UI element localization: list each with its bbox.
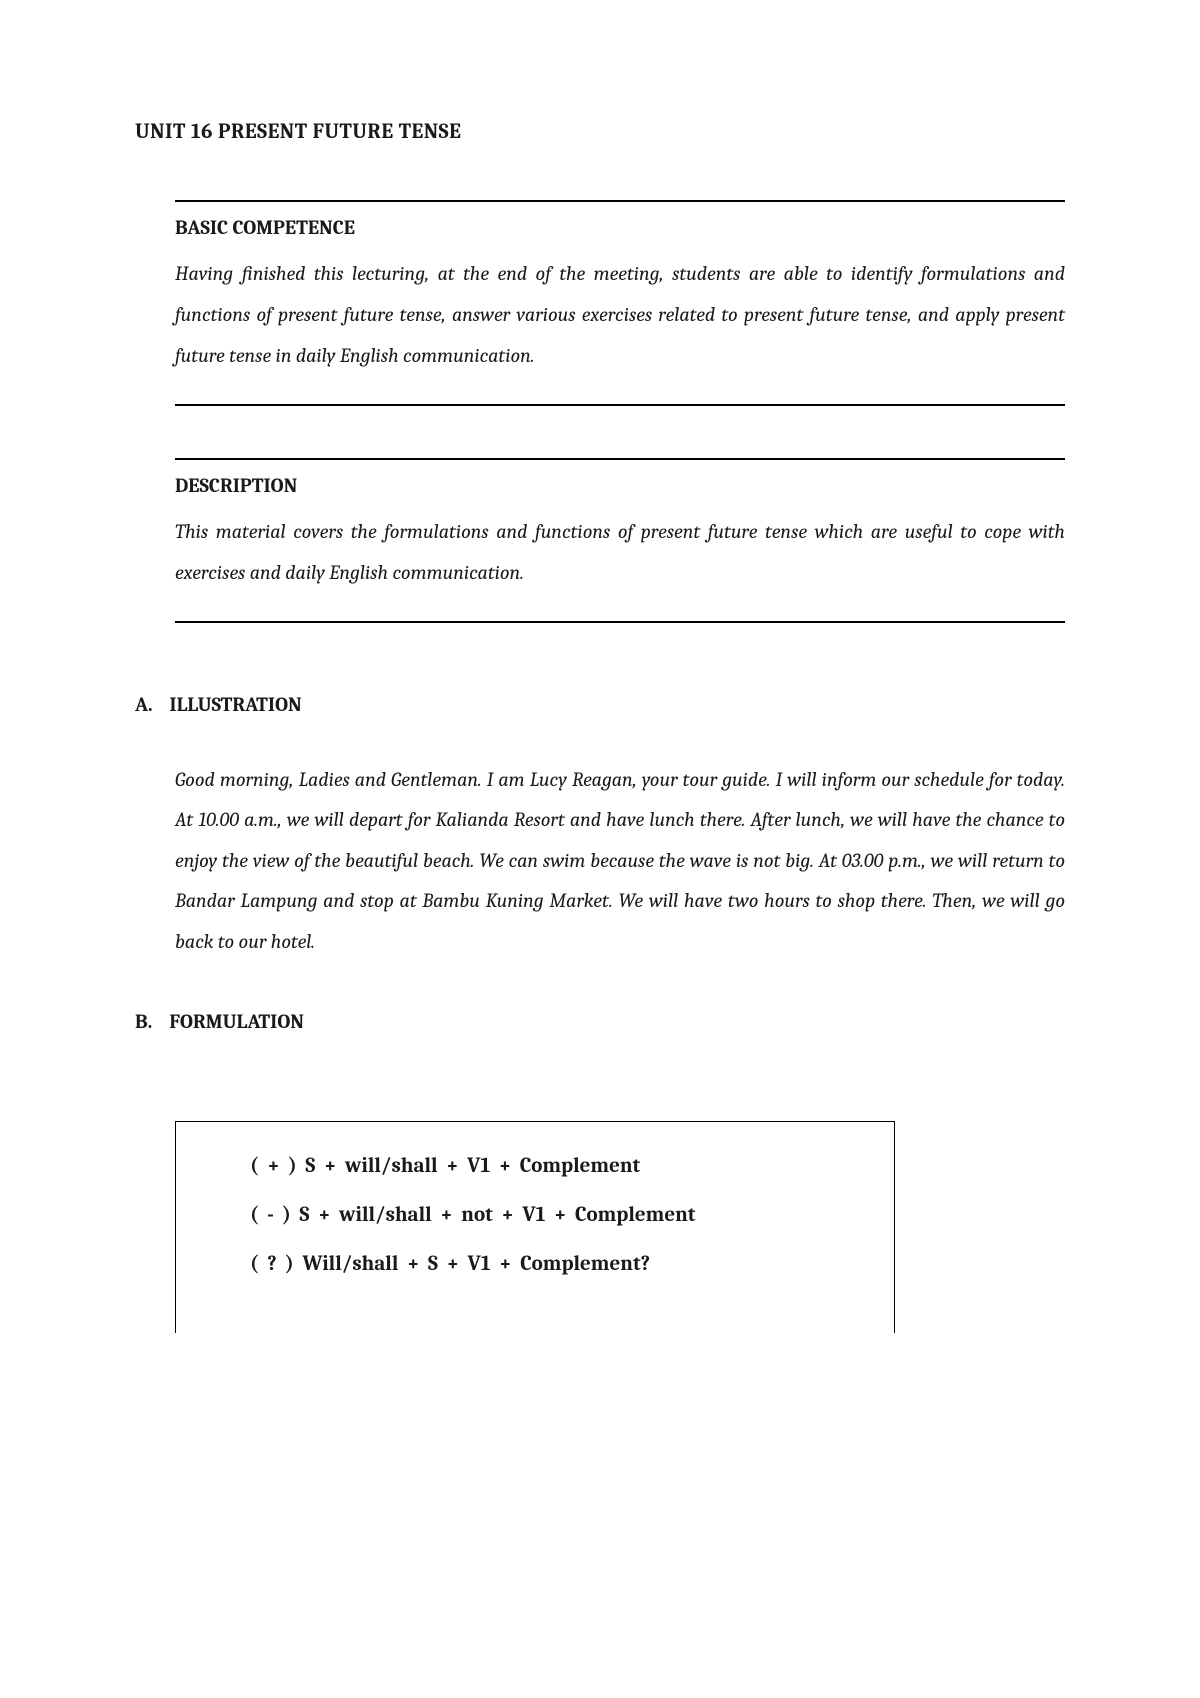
description-heading: DESCRIPTION xyxy=(175,474,1065,497)
basic-competence-body: Having finished this lecturing, at the e… xyxy=(175,253,1065,376)
unit-title: UNIT 16 PRESENT FUTURE TENSE xyxy=(135,120,1065,144)
section-b-title: FORMULATION xyxy=(169,1010,304,1033)
description-box: DESCRIPTION This material covers the for… xyxy=(175,458,1065,623)
illustration-body: Good morning, Ladies and Gentleman. I am… xyxy=(175,760,1065,962)
formula-negative: ( - ) S + will/shall + not + V1 + Comple… xyxy=(250,1205,864,1226)
section-a-heading: A. ILLUSTRATION xyxy=(135,693,1065,716)
section-a-title: ILLUSTRATION xyxy=(169,693,301,716)
formula-question: ( ? ) Will/shall + S + V1 + Complement? xyxy=(250,1254,864,1275)
description-body: This material covers the formulations an… xyxy=(175,511,1065,593)
basic-competence-box: BASIC COMPETENCE Having finished this le… xyxy=(175,200,1065,406)
section-b-letter: B. xyxy=(135,1010,165,1033)
section-b-heading: B. FORMULATION xyxy=(135,1010,1065,1033)
formulation-box: ( + ) S + will/shall + V1 + Complement (… xyxy=(175,1121,895,1333)
section-a-letter: A. xyxy=(135,693,165,716)
formula-positive: ( + ) S + will/shall + V1 + Complement xyxy=(250,1156,864,1177)
basic-competence-heading: BASIC COMPETENCE xyxy=(175,216,1065,239)
